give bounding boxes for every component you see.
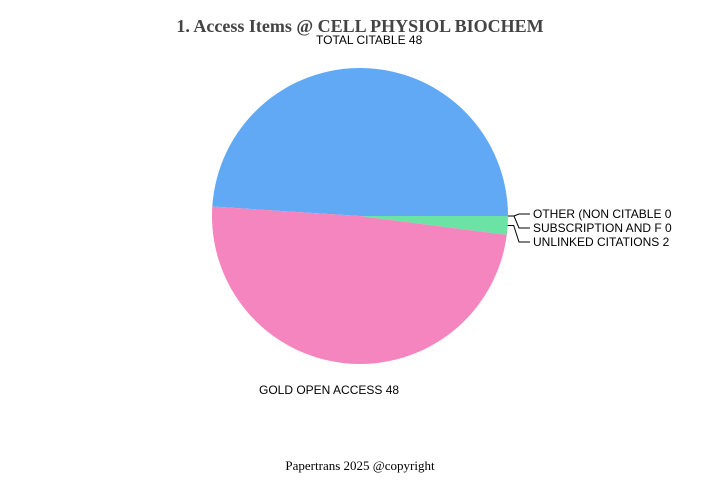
label-connector (508, 215, 530, 229)
label-connector (507, 224, 530, 243)
data-label: OTHER (NON CITABLE 0 (533, 207, 672, 221)
chart-title: 1. Access Items @ CELL PHYSIOL BIOCHEM (176, 16, 544, 36)
footer-copyright: Papertrans 2025 @copyright (285, 458, 435, 473)
pie-slice[interactable] (211, 206, 507, 365)
data-label: GOLD OPEN ACCESS 48 (259, 383, 399, 397)
data-label: UNLINKED CITATIONS 2 (533, 235, 670, 249)
data-label: TOTAL CITABLE 48 (316, 33, 423, 47)
data-label: SUBSCRIPTION AND F 0 (533, 221, 672, 235)
pie-slice[interactable] (360, 216, 508, 235)
pie-slice[interactable] (212, 67, 508, 217)
